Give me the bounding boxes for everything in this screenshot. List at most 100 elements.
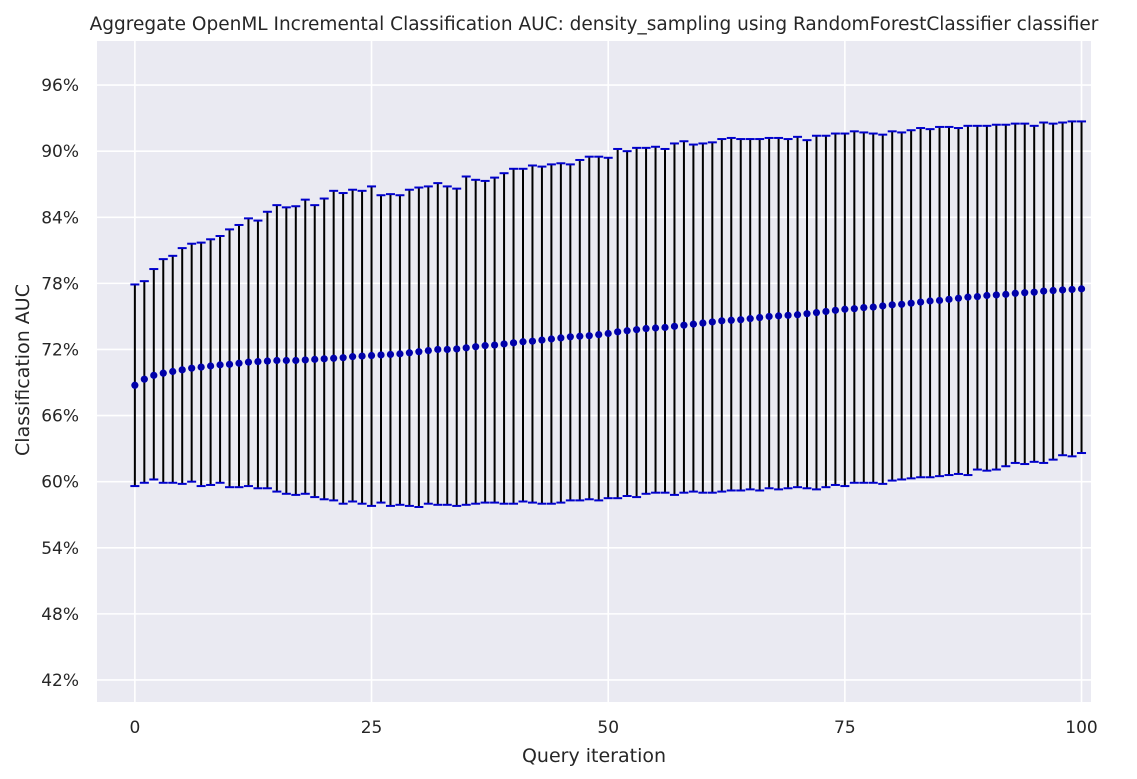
mean-point: [756, 313, 764, 322]
chart-title: Aggregate OpenML Incremental Classificat…: [90, 14, 1099, 35]
mean-point: [595, 330, 603, 339]
y-axis-label: Classification AUC: [12, 284, 34, 456]
mean-point: [528, 337, 537, 345]
mean-point: [207, 362, 215, 370]
mean-point: [1002, 290, 1010, 298]
mean-point: [159, 369, 167, 377]
mean-point: [765, 312, 773, 321]
mean-point: [793, 311, 802, 319]
mean-point: [225, 360, 234, 368]
x-tick-label: 0: [129, 718, 140, 738]
mean-point: [1077, 285, 1086, 293]
mean-point: [917, 298, 925, 306]
mean-point: [538, 336, 546, 344]
mean-point: [1011, 289, 1019, 297]
mean-point: [140, 375, 148, 383]
mean-point: [1068, 285, 1076, 294]
mean-point: [339, 354, 347, 362]
mean-point: [491, 341, 499, 349]
mean-point: [699, 319, 707, 327]
mean-point: [1030, 288, 1038, 296]
mean-point: [301, 356, 309, 364]
mean-point: [1040, 287, 1048, 295]
mean-point: [727, 316, 735, 324]
x-tick-label: 100: [1065, 718, 1097, 738]
mean-point: [386, 350, 395, 359]
mean-point: [453, 345, 461, 353]
mean-point: [898, 300, 906, 308]
mean-point: [850, 305, 858, 313]
x-tick-label: 50: [597, 718, 619, 738]
plot-background: [97, 41, 1091, 702]
mean-point: [983, 291, 991, 300]
mean-point: [604, 329, 612, 338]
mean-point: [803, 310, 811, 318]
mean-point: [405, 349, 413, 357]
x-axis-label: Query iteration: [522, 745, 666, 767]
mean-point: [935, 296, 944, 305]
mean-point: [708, 318, 716, 326]
y-tick-label: 48%: [41, 605, 79, 625]
y-tick-label: 60%: [41, 473, 79, 493]
mean-point: [150, 371, 158, 379]
mean-point: [670, 322, 679, 330]
mean-point: [869, 303, 877, 311]
mean-point: [472, 343, 480, 351]
mean-point: [860, 304, 868, 312]
mean-point: [784, 311, 792, 319]
mean-point: [841, 305, 849, 313]
mean-point: [263, 357, 271, 365]
y-tick-label: 90%: [41, 142, 79, 162]
mean-point: [377, 351, 385, 359]
y-tick-label: 42%: [41, 671, 79, 691]
mean-point: [244, 358, 253, 366]
y-tick-label: 84%: [41, 208, 79, 228]
mean-point: [737, 316, 745, 324]
mean-point: [434, 345, 442, 354]
mean-point: [576, 332, 584, 340]
mean-point: [1059, 286, 1067, 294]
mean-point: [557, 334, 565, 342]
mean-point: [500, 340, 508, 348]
mean-point: [642, 324, 650, 333]
mean-point: [235, 359, 243, 367]
mean-point: [822, 307, 830, 316]
mean-point: [396, 350, 404, 358]
mean-point: [718, 317, 726, 325]
y-tick-label: 54%: [41, 539, 79, 559]
mean-point: [292, 356, 300, 365]
mean-point: [954, 294, 963, 302]
y-axis-ticks: 42% 48% 54% 60% 66% 72% 78% 84% 90% 96%: [41, 76, 79, 691]
mean-point: [443, 345, 451, 354]
mean-point: [547, 335, 556, 343]
mean-markers: [131, 285, 1086, 389]
mean-point: [879, 302, 887, 310]
mean-point: [775, 312, 783, 320]
mean-point: [651, 324, 660, 332]
x-tick-label: 25: [361, 718, 383, 738]
y-tick-label: 96%: [41, 76, 79, 96]
mean-point: [926, 297, 934, 305]
mean-point: [831, 306, 840, 314]
mean-point: [964, 293, 972, 301]
y-tick-label: 78%: [41, 274, 79, 294]
mean-point: [169, 367, 177, 376]
mean-point: [188, 364, 196, 372]
x-tick-label: 75: [834, 718, 856, 738]
mean-point: [311, 355, 319, 363]
mean-point: [131, 381, 139, 389]
mean-point: [273, 356, 281, 365]
y-tick-label: 72%: [41, 340, 79, 360]
mean-point: [415, 348, 423, 356]
mean-point: [216, 361, 224, 369]
mean-point: [358, 352, 366, 360]
mean-point: [623, 327, 631, 335]
mean-point: [282, 356, 290, 365]
mean-point: [907, 299, 915, 307]
mean-point: [888, 301, 896, 309]
mean-point: [689, 320, 698, 328]
mean-point: [1049, 286, 1057, 295]
mean-point: [330, 354, 338, 362]
mean-point: [1021, 289, 1029, 297]
